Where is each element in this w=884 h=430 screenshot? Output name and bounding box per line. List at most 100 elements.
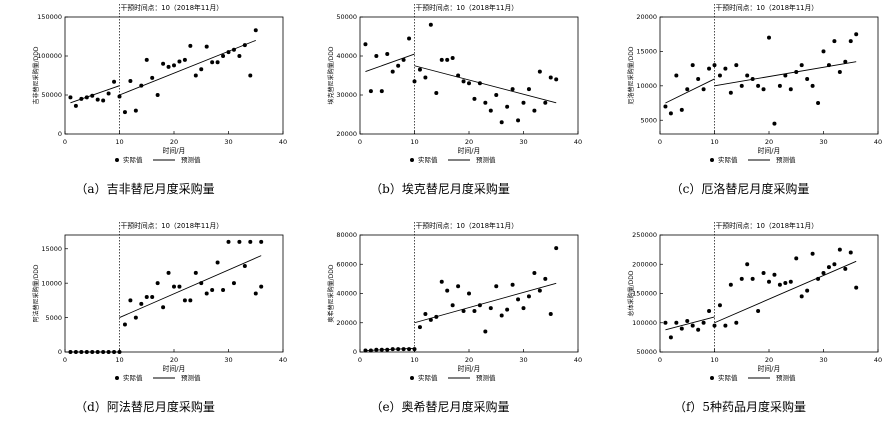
data-point: [467, 291, 471, 296]
data-point: [456, 284, 461, 289]
data-point: [499, 313, 504, 318]
plot-frame: [359, 16, 579, 135]
y-tick-label: 100000: [632, 319, 657, 327]
data-point: [794, 256, 799, 261]
data-point: [772, 121, 777, 126]
data-point: [723, 66, 728, 71]
data-point: [133, 315, 138, 320]
data-point: [221, 288, 226, 293]
x-tick-label: 10: [115, 356, 123, 364]
legend-label-actual: 实际值: [123, 155, 143, 164]
data-point: [456, 73, 461, 78]
data-point: [526, 87, 531, 92]
x-tick-label: 10: [410, 356, 418, 364]
data-point: [73, 350, 78, 354]
data-point: [122, 322, 127, 327]
x-tick-label: 30: [224, 356, 232, 364]
data-point: [188, 43, 193, 48]
data-point: [68, 350, 73, 354]
data-point: [226, 50, 231, 55]
data-point: [690, 323, 695, 328]
legend-label-predicted: 预测值: [476, 373, 496, 382]
data-point: [434, 91, 439, 96]
legend-label-actual: 实际值: [418, 155, 438, 164]
data-point: [472, 309, 477, 314]
data-point: [728, 90, 733, 95]
data-point: [734, 320, 739, 325]
data-point: [161, 61, 166, 66]
data-point: [215, 60, 220, 65]
data-point: [374, 54, 379, 58]
data-point: [390, 69, 395, 74]
data-point: [117, 94, 122, 99]
data-point: [739, 276, 744, 281]
data-point: [401, 57, 406, 62]
data-point: [772, 272, 777, 277]
data-point: [445, 288, 450, 293]
x-tick-label: 10: [115, 138, 123, 146]
y-tick-label: 0: [58, 348, 62, 356]
x-tick-label: 20: [170, 356, 178, 364]
legend-label-actual: 实际值: [123, 373, 143, 382]
x-tick-label: 20: [170, 138, 178, 146]
data-point: [761, 87, 766, 92]
x-tick-label: 10: [410, 138, 418, 146]
data-point: [374, 347, 379, 352]
x-tick-label: 0: [63, 356, 67, 364]
legend-label-predicted: 预测值: [181, 155, 201, 164]
y-tick-label: 5000: [45, 314, 62, 322]
data-point: [439, 279, 444, 284]
data-point: [717, 303, 722, 308]
data-point: [221, 54, 226, 58]
y-tick-label: 5000: [640, 116, 657, 124]
data-point: [756, 309, 761, 314]
data-point: [379, 347, 384, 352]
data-point: [417, 325, 422, 330]
data-point: [723, 323, 728, 328]
data-point: [745, 262, 750, 267]
legend-marker-actual: [115, 158, 119, 162]
data-point: [368, 348, 373, 353]
data-point: [783, 73, 788, 78]
y-tick-label: 20000: [336, 130, 357, 138]
data-point: [106, 350, 111, 354]
data-point: [117, 350, 122, 354]
data-point: [739, 83, 744, 88]
chart-caption: （d）阿法替尼月度采购量: [75, 400, 215, 414]
data-point: [407, 36, 412, 41]
data-point: [193, 73, 198, 78]
chart-caption: （c）厄洛替尼月度采购量: [670, 182, 810, 196]
data-point: [204, 291, 209, 296]
y-axis-label: 吉非替尼采购量/DDD: [32, 46, 40, 104]
data-point: [434, 314, 439, 319]
data-point: [259, 284, 264, 289]
data-point: [242, 43, 247, 48]
data-point: [717, 73, 722, 78]
data-point: [461, 79, 466, 84]
x-axis-label: 时间/月: [458, 364, 481, 373]
y-axis-label: 厄洛替尼采购量/DDD: [627, 46, 635, 104]
data-point: [510, 87, 515, 92]
data-point: [150, 75, 155, 80]
x-tick-label: 30: [519, 356, 527, 364]
data-point: [95, 97, 100, 102]
y-tick-label: 10000: [636, 82, 657, 90]
data-point: [674, 320, 679, 325]
legend-marker-actual: [115, 376, 119, 380]
data-point: [182, 57, 187, 62]
data-point: [761, 271, 766, 276]
x-tick-label: 10: [710, 356, 718, 364]
data-point: [84, 350, 89, 354]
data-point: [707, 309, 712, 314]
legend-label-actual: 实际值: [418, 373, 438, 382]
data-point: [215, 260, 220, 265]
legend-marker-actual: [710, 158, 714, 162]
data-point: [467, 81, 471, 86]
data-point: [128, 78, 133, 83]
x-tick-label: 40: [574, 356, 582, 364]
data-point: [826, 63, 831, 68]
data-point: [728, 282, 733, 287]
data-point: [231, 47, 236, 52]
x-tick-label: 0: [658, 138, 662, 146]
y-tick-label: 15000: [636, 48, 657, 56]
